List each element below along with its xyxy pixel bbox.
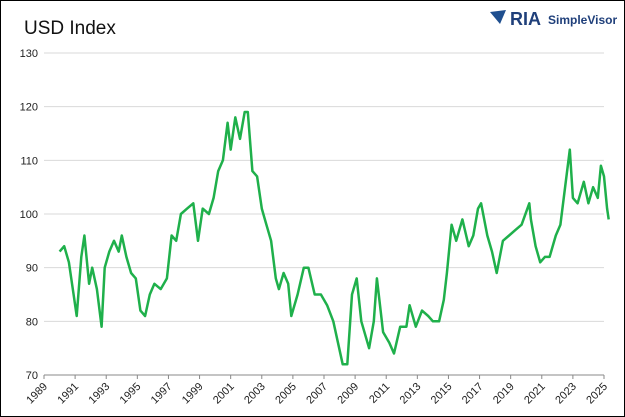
- y-tick-label: 110: [20, 155, 38, 167]
- logo-brand: RIA: [510, 9, 541, 29]
- logo: RIA SimpleVisor: [490, 9, 617, 29]
- y-tick-label: 130: [20, 48, 38, 60]
- y-tick-label: 90: [26, 263, 38, 275]
- y-tick-label: 80: [26, 316, 38, 328]
- y-tick-label: 70: [26, 370, 38, 382]
- data-line: [58, 110, 610, 366]
- logo-icon: [490, 10, 506, 24]
- logo-product: SimpleVisor: [548, 13, 617, 27]
- y-tick-label: 100: [20, 209, 38, 221]
- y-tick-label: 120: [20, 102, 38, 114]
- chart-title: USD Index: [24, 18, 116, 39]
